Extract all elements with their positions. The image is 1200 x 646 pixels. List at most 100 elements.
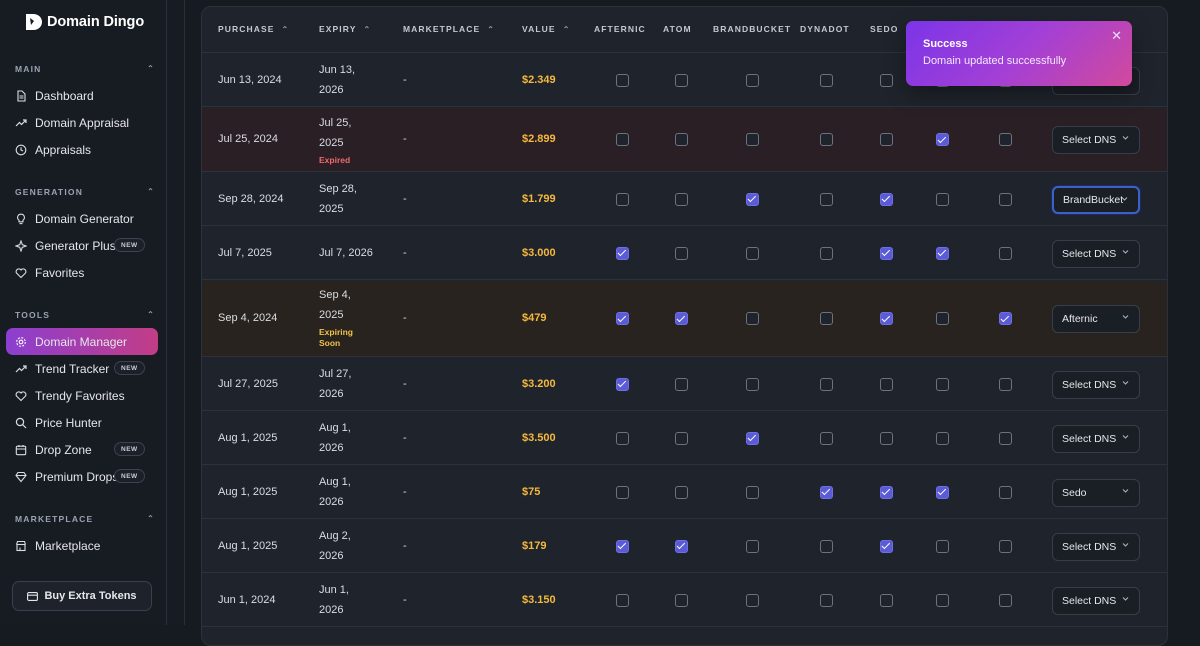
sidebar-item-favorites[interactable]: Favorites <box>6 259 158 286</box>
table-row[interactable]: Sep 4, 2024 Sep 4, 2025 Expiring Soon - $479 A… <box>202 281 1167 357</box>
marketplace-checkbox[interactable] <box>675 377 688 391</box>
marketplace-checkbox[interactable] <box>880 312 893 325</box>
sidebar-item-drop-zone[interactable]: Drop Zone <box>6 436 158 463</box>
marketplace-checkbox[interactable] <box>820 377 833 391</box>
table-row[interactable]: Aug 1, 2025 Aug 1, 2026 - $3.500 Select DNS <box>202 412 1167 465</box>
sidebar-item-price-hunter[interactable]: Price Hunter <box>6 409 158 436</box>
marketplace-checkbox[interactable] <box>820 593 833 607</box>
marketplace-checkbox[interactable] <box>616 73 629 87</box>
marketplace-checkbox[interactable] <box>999 246 1012 260</box>
sidebar-item-trend-tracker[interactable]: Trend Tracker <box>6 355 158 382</box>
marketplace-checkbox[interactable] <box>936 377 949 391</box>
marketplace-checkbox[interactable] <box>936 431 949 445</box>
marketplace-checkbox[interactable] <box>746 133 759 146</box>
marketplace-checkbox[interactable] <box>880 539 893 553</box>
marketplace-checkbox[interactable] <box>616 431 629 445</box>
marketplace-checkbox[interactable] <box>999 431 1012 445</box>
marketplace-checkbox[interactable] <box>936 192 949 206</box>
section-header-tools[interactable]: TOOLS ⌃ <box>15 310 155 321</box>
marketplace-checkbox[interactable] <box>936 312 949 325</box>
dns-select[interactable]: Afternic <box>1052 305 1140 333</box>
marketplace-checkbox[interactable] <box>616 246 629 260</box>
column-header-value[interactable]: VALUE ⌃ <box>522 24 571 34</box>
marketplace-checkbox[interactable] <box>675 312 688 325</box>
marketplace-checkbox[interactable] <box>820 133 833 146</box>
dns-select[interactable]: Select DNS <box>1052 424 1140 453</box>
table-row[interactable]: Jul 27, 2025 Jul 27, 2026 - $3.200 Select DNS <box>202 358 1167 411</box>
marketplace-checkbox[interactable] <box>616 485 629 499</box>
table-row[interactable]: Jul 7, 2025 Jul 7, 2026 - $3.000 Select DNS <box>202 227 1167 280</box>
column-header-expiry[interactable]: EXPIRY ⌃ <box>319 24 371 34</box>
sidebar-item-premium-drops[interactable]: Premium Drops <box>6 463 158 490</box>
marketplace-checkbox[interactable] <box>616 312 629 325</box>
sidebar-item-domain-appraisal[interactable]: Domain Appraisal <box>6 109 158 136</box>
column-header-sedo[interactable]: SEDO <box>870 24 899 34</box>
marketplace-checkbox[interactable] <box>999 593 1012 607</box>
marketplace-checkbox[interactable] <box>675 485 688 499</box>
dns-select[interactable]: Select DNS <box>1052 586 1140 615</box>
sidebar-item-dashboard[interactable]: Dashboard <box>6 82 158 109</box>
marketplace-checkbox[interactable] <box>880 377 893 391</box>
marketplace-checkbox[interactable] <box>675 133 688 146</box>
marketplace-checkbox[interactable] <box>820 485 833 499</box>
marketplace-checkbox[interactable] <box>880 431 893 445</box>
dns-select[interactable]: Select DNS <box>1052 532 1140 561</box>
marketplace-checkbox[interactable] <box>880 133 893 146</box>
sidebar-item-generator-plus[interactable]: Generator Plus <box>6 232 158 259</box>
table-row[interactable]: Aug 1, 2025 Aug 2, 2026 - $179 Select DNS <box>202 520 1167 573</box>
marketplace-checkbox[interactable] <box>820 192 833 206</box>
marketplace-checkbox[interactable] <box>746 377 759 391</box>
toast-close-icon[interactable]: ✕ <box>1111 28 1122 43</box>
dns-select[interactable]: Select DNS <box>1052 370 1140 399</box>
table-row[interactable]: Sep 28, 2024 Sep 28, 2025 - $1.799 BrandBucke… <box>202 173 1167 226</box>
marketplace-checkbox[interactable] <box>675 431 688 445</box>
marketplace-checkbox[interactable] <box>616 192 629 206</box>
marketplace-checkbox[interactable] <box>936 133 949 146</box>
column-header-purchase[interactable]: PURCHASE ⌃ <box>218 24 289 34</box>
marketplace-checkbox[interactable] <box>616 539 629 553</box>
marketplace-checkbox[interactable] <box>746 246 759 260</box>
marketplace-checkbox[interactable] <box>675 539 688 553</box>
table-row[interactable]: Jun 1, 2024 Jun 1, 2026 - $3.150 Select DNS <box>202 574 1167 627</box>
marketplace-checkbox[interactable] <box>616 593 629 607</box>
marketplace-checkbox[interactable] <box>999 485 1012 499</box>
marketplace-checkbox[interactable] <box>820 312 833 325</box>
column-header-atom[interactable]: ATOM <box>663 24 692 34</box>
marketplace-checkbox[interactable] <box>616 377 629 391</box>
marketplace-checkbox[interactable] <box>999 192 1012 206</box>
column-header-afternic[interactable]: AFTERNIC <box>594 24 646 34</box>
marketplace-checkbox[interactable] <box>820 73 833 87</box>
dns-select[interactable]: Select DNS <box>1052 239 1140 268</box>
marketplace-checkbox[interactable] <box>675 593 688 607</box>
sidebar-item-domain-generator[interactable]: Domain Generator <box>6 205 158 232</box>
section-header-main[interactable]: MAIN ⌃ <box>15 64 155 75</box>
section-header-marketplace[interactable]: MARKETPLACE ⌃ <box>15 514 155 525</box>
marketplace-checkbox[interactable] <box>675 192 688 206</box>
marketplace-checkbox[interactable] <box>820 431 833 445</box>
marketplace-checkbox[interactable] <box>999 377 1012 391</box>
marketplace-checkbox[interactable] <box>936 593 949 607</box>
buy-extra-tokens-button[interactable]: Buy Extra Tokens <box>12 581 152 611</box>
table-row[interactable]: Jul 25, 2024 Jul 25, 2025 Expired - $2.899 Sel… <box>202 108 1167 172</box>
marketplace-checkbox[interactable] <box>880 192 893 206</box>
marketplace-checkbox[interactable] <box>746 192 759 206</box>
marketplace-checkbox[interactable] <box>746 485 759 499</box>
marketplace-checkbox[interactable] <box>880 593 893 607</box>
brand-logo[interactable]: Domain Dingo <box>24 11 144 33</box>
dns-select[interactable]: Select DNS <box>1052 126 1140 154</box>
dns-select[interactable]: BrandBucket <box>1052 185 1140 214</box>
marketplace-checkbox[interactable] <box>746 73 759 87</box>
marketplace-checkbox[interactable] <box>936 539 949 553</box>
marketplace-checkbox[interactable] <box>746 539 759 553</box>
marketplace-checkbox[interactable] <box>999 312 1012 325</box>
marketplace-checkbox[interactable] <box>880 73 893 87</box>
marketplace-checkbox[interactable] <box>746 312 759 325</box>
marketplace-checkbox[interactable] <box>616 133 629 146</box>
sidebar-item-appraisals[interactable]: Appraisals <box>6 136 158 163</box>
marketplace-checkbox[interactable] <box>820 246 833 260</box>
marketplace-checkbox[interactable] <box>675 73 688 87</box>
column-header-marketplace[interactable]: MARKETPLACE ⌃ <box>403 24 495 34</box>
marketplace-checkbox[interactable] <box>936 485 949 499</box>
column-header-dynadot[interactable]: DYNADOT <box>800 24 850 34</box>
marketplace-checkbox[interactable] <box>880 485 893 499</box>
